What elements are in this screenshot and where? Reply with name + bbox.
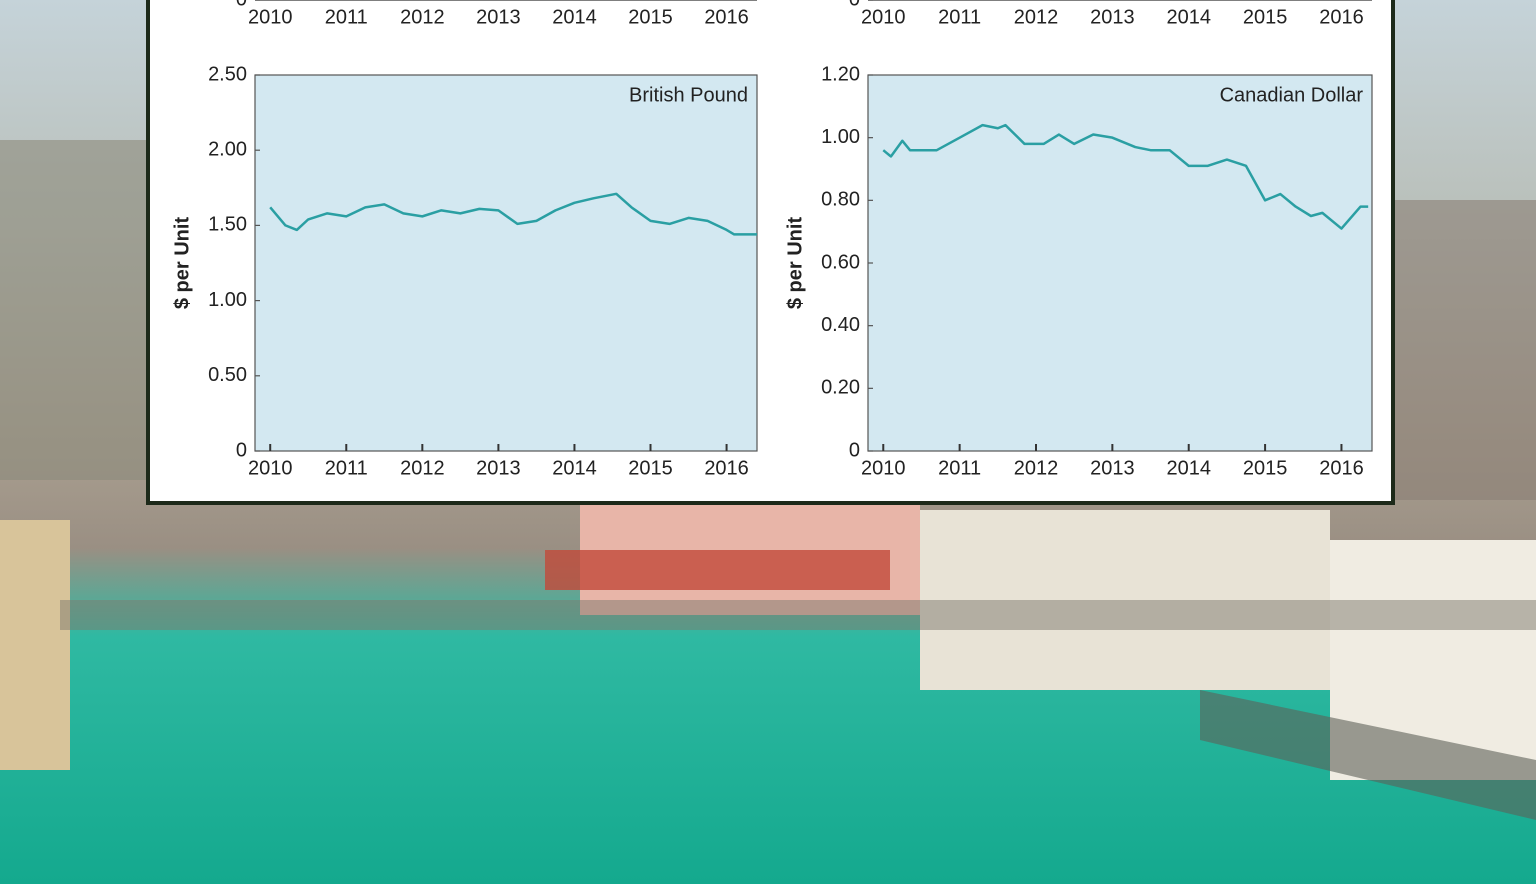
y-tick-label: 0.40 bbox=[821, 314, 860, 336]
charts: 0201020112012201320142015201602010201120… bbox=[171, 0, 1373, 479]
series-label: British Pound bbox=[629, 84, 748, 106]
x-tick-label: 2014 bbox=[1166, 457, 1211, 479]
y-tick-label: 0.80 bbox=[821, 189, 860, 211]
series-label: Canadian Dollar bbox=[1220, 84, 1364, 106]
x-tick-label: 2016 bbox=[704, 457, 749, 479]
x-tick-label: 2012 bbox=[1014, 6, 1059, 28]
x-tick-label: 2015 bbox=[1243, 457, 1288, 479]
y-tick-label: 0 bbox=[849, 439, 860, 461]
x-tick-label: 2015 bbox=[628, 457, 673, 479]
x-tick-label: 2013 bbox=[1090, 6, 1135, 28]
x-tick-label: 2016 bbox=[1319, 6, 1364, 28]
y-axis-label: $ per Unit bbox=[784, 217, 806, 310]
y-tick-label: 1.00 bbox=[208, 289, 247, 311]
x-tick-label: 2010 bbox=[861, 6, 906, 28]
y-tick-label: 1.00 bbox=[821, 126, 860, 148]
x-tick-label: 2012 bbox=[400, 457, 445, 479]
y-tick-label: 2.50 bbox=[208, 63, 247, 85]
x-tick-label: 2016 bbox=[1319, 457, 1364, 479]
plot-area bbox=[254, 74, 758, 452]
x-tick-label: 2011 bbox=[325, 6, 368, 28]
plot-area bbox=[867, 74, 1373, 452]
y-axis-label: $ per Unit bbox=[171, 217, 193, 310]
x-tick-label: 2013 bbox=[476, 457, 521, 479]
y-tick-label: 0.50 bbox=[208, 364, 247, 386]
line-series bbox=[269, 192, 757, 236]
x-tick-label: 2014 bbox=[552, 6, 597, 28]
y-tick-label: 0 bbox=[236, 439, 247, 461]
y-tick-label: 2.00 bbox=[208, 138, 247, 160]
y-tick-label: 1.50 bbox=[208, 214, 247, 236]
x-tick-label: 2010 bbox=[248, 6, 293, 28]
x-tick-label: 2013 bbox=[1090, 457, 1135, 479]
x-tick-label: 2011 bbox=[938, 457, 981, 479]
y-tick-label: 0.60 bbox=[821, 251, 860, 273]
line-series bbox=[882, 123, 1369, 230]
x-tick-label: 2012 bbox=[1014, 457, 1059, 479]
y-tick-label: 0 bbox=[849, 0, 860, 10]
x-tick-label: 2016 bbox=[704, 6, 749, 28]
x-tick-label: 2011 bbox=[938, 6, 981, 28]
photo-details bbox=[0, 140, 1536, 820]
x-tick-label: 2015 bbox=[1243, 6, 1288, 28]
x-tick-label: 2010 bbox=[248, 457, 293, 479]
x-tick-label: 2014 bbox=[552, 457, 597, 479]
x-tick-label: 2011 bbox=[325, 457, 368, 479]
x-tick-label: 2015 bbox=[628, 6, 673, 28]
y-tick-label: 0.20 bbox=[821, 377, 860, 399]
x-tick-label: 2013 bbox=[476, 6, 521, 28]
x-tick-label: 2010 bbox=[861, 457, 906, 479]
y-tick-label: 0 bbox=[236, 0, 247, 10]
x-tick-label: 2014 bbox=[1166, 6, 1211, 28]
y-tick-label: 1.20 bbox=[821, 63, 860, 85]
x-tick-label: 2012 bbox=[400, 6, 445, 28]
